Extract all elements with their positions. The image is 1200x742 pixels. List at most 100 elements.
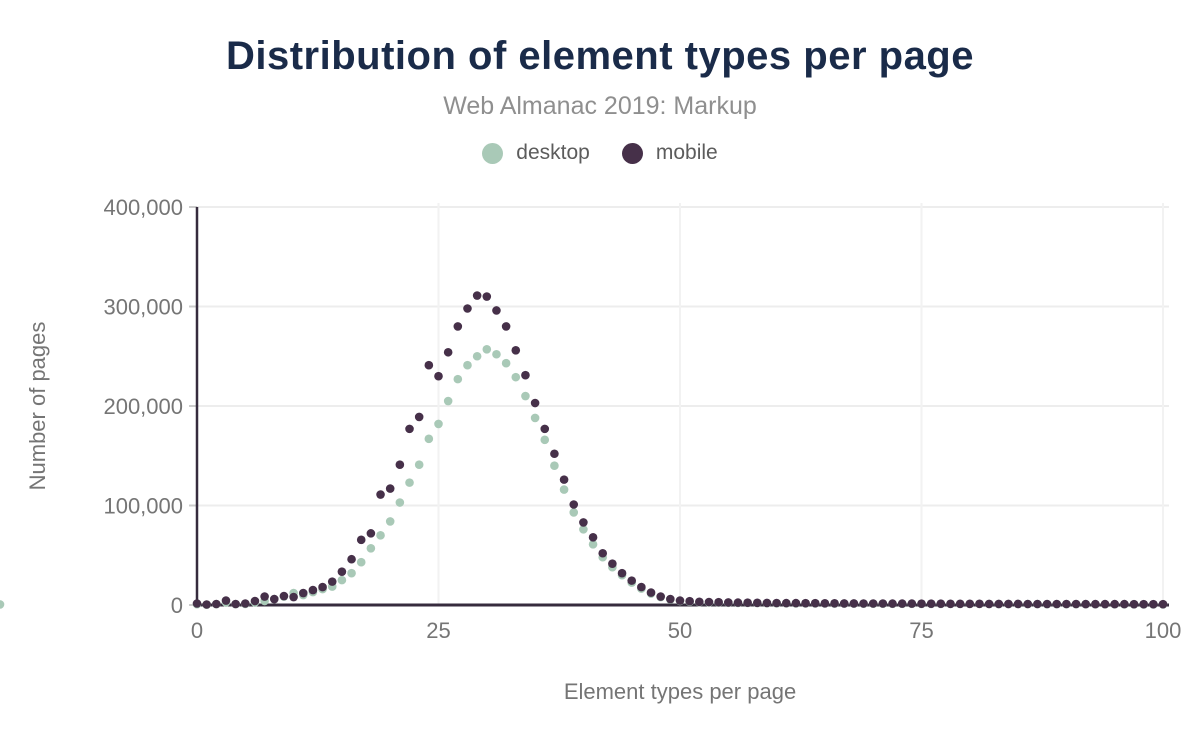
point-mobile[interactable] [946, 599, 955, 609]
point-desktop[interactable] [366, 543, 376, 553]
point-mobile[interactable] [241, 599, 250, 608]
point-mobile[interactable] [627, 576, 636, 585]
point-mobile[interactable] [327, 577, 337, 586]
point-mobile[interactable] [1120, 599, 1129, 609]
point-mobile[interactable] [781, 598, 791, 608]
point-mobile[interactable] [1149, 599, 1158, 609]
point-mobile[interactable] [637, 582, 646, 592]
point-mobile[interactable] [646, 588, 656, 597]
point-mobile[interactable] [269, 594, 279, 604]
point-mobile[interactable] [868, 599, 878, 608]
point-mobile[interactable] [1052, 599, 1062, 609]
point-mobile[interactable] [704, 597, 714, 607]
point-desktop[interactable] [356, 557, 366, 567]
point-mobile[interactable] [308, 585, 318, 595]
point-mobile[interactable] [955, 599, 965, 609]
legend-item-mobile[interactable]: mobile [621, 141, 718, 165]
point-desktop[interactable] [482, 344, 492, 354]
point-mobile[interactable] [405, 424, 414, 434]
point-desktop[interactable] [511, 372, 521, 382]
point-mobile[interactable] [724, 598, 733, 607]
point-mobile[interactable] [1062, 599, 1071, 609]
point-mobile[interactable] [791, 598, 801, 608]
point-mobile[interactable] [810, 598, 820, 608]
point-mobile[interactable] [579, 518, 588, 527]
point-desktop[interactable] [443, 396, 453, 406]
point-mobile[interactable] [221, 596, 231, 605]
point-mobile[interactable] [878, 599, 888, 608]
point-mobile[interactable] [666, 594, 675, 604]
point-mobile[interactable] [1139, 599, 1148, 609]
point-desktop[interactable] [434, 419, 443, 429]
point-mobile[interactable] [569, 500, 579, 509]
point-desktop[interactable] [521, 391, 530, 401]
point-mobile[interactable] [521, 370, 530, 380]
point-desktop[interactable] [540, 435, 550, 445]
point-mobile[interactable] [839, 599, 849, 608]
point-mobile[interactable] [849, 599, 859, 608]
point-mobile[interactable] [376, 490, 385, 499]
point-mobile[interactable] [965, 599, 975, 609]
point-mobile[interactable] [936, 599, 946, 609]
point-mobile[interactable] [888, 599, 897, 608]
point-desktop[interactable] [559, 485, 569, 494]
point-mobile[interactable] [897, 599, 907, 608]
point-mobile[interactable] [192, 599, 202, 608]
point-mobile[interactable] [714, 597, 723, 607]
point-mobile[interactable] [656, 592, 665, 601]
point-mobile[interactable] [859, 599, 868, 608]
point-mobile[interactable] [482, 292, 492, 301]
point-mobile[interactable] [598, 548, 608, 558]
point-mobile[interactable] [212, 599, 221, 609]
point-mobile[interactable] [743, 598, 752, 608]
point-desktop[interactable] [472, 351, 482, 361]
point-mobile[interactable] [453, 322, 463, 331]
point-desktop[interactable] [463, 360, 472, 370]
point-mobile[interactable] [279, 591, 289, 601]
point-mobile[interactable] [907, 599, 917, 608]
point-mobile[interactable] [685, 596, 694, 606]
point-mobile[interactable] [1023, 599, 1033, 609]
point-mobile[interactable] [1110, 599, 1119, 609]
point-desktop[interactable] [453, 374, 463, 384]
point-desktop[interactable] [424, 434, 434, 444]
point-desktop[interactable] [0, 600, 5, 609]
point-mobile[interactable] [202, 600, 211, 609]
point-mobile[interactable] [434, 371, 443, 381]
point-mobile[interactable] [540, 424, 550, 434]
point-desktop[interactable] [405, 478, 414, 487]
point-mobile[interactable] [511, 345, 521, 355]
point-mobile[interactable] [395, 460, 405, 470]
point-mobile[interactable] [772, 598, 781, 608]
point-mobile[interactable] [356, 535, 366, 545]
point-desktop[interactable] [395, 498, 405, 507]
point-mobile[interactable] [617, 568, 627, 578]
point-mobile[interactable] [366, 529, 376, 538]
point-desktop[interactable] [376, 531, 385, 540]
point-desktop[interactable] [337, 575, 347, 585]
point-mobile[interactable] [1013, 599, 1023, 609]
point-desktop[interactable] [385, 517, 395, 526]
point-mobile[interactable] [1129, 599, 1139, 609]
point-mobile[interactable] [414, 412, 424, 422]
point-mobile[interactable] [801, 598, 810, 608]
point-mobile[interactable] [994, 599, 1004, 609]
point-mobile[interactable] [337, 567, 347, 576]
point-desktop[interactable] [414, 460, 424, 470]
point-mobile[interactable] [926, 599, 936, 609]
point-mobile[interactable] [1158, 599, 1168, 609]
point-mobile[interactable] [231, 599, 240, 609]
point-mobile[interactable] [559, 475, 569, 484]
point-mobile[interactable] [1004, 599, 1013, 609]
point-mobile[interactable] [385, 484, 395, 493]
point-mobile[interactable] [820, 599, 830, 608]
point-mobile[interactable] [424, 360, 434, 370]
point-mobile[interactable] [1081, 599, 1091, 609]
point-mobile[interactable] [530, 398, 540, 408]
point-mobile[interactable] [1033, 599, 1042, 609]
point-mobile[interactable] [492, 306, 501, 315]
point-mobile[interactable] [830, 599, 839, 608]
point-mobile[interactable] [550, 449, 559, 459]
point-mobile[interactable] [501, 322, 511, 331]
point-mobile[interactable] [762, 598, 772, 608]
